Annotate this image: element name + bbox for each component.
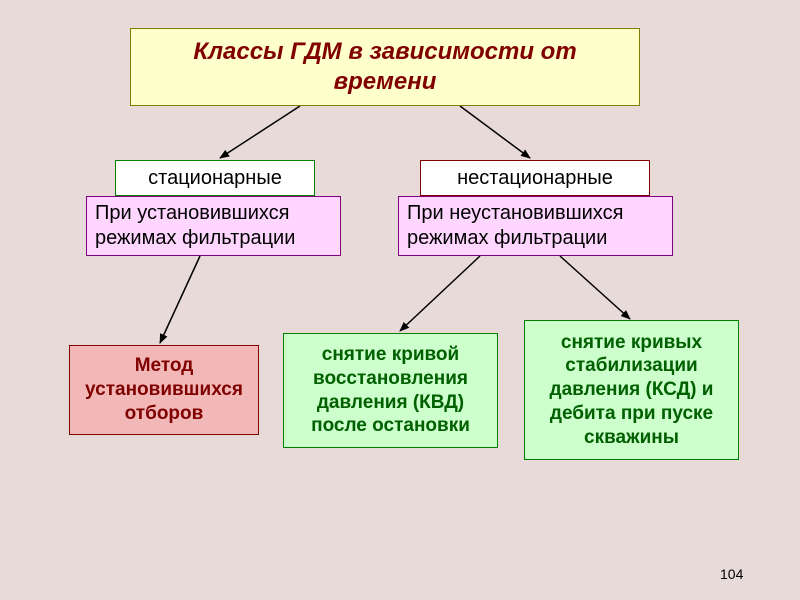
edge-3 [400,256,480,331]
node-steady_method: Метод установившихся отборов [69,345,259,435]
edge-2 [160,256,200,343]
edge-1 [460,106,530,158]
page-number: 104 [720,566,743,582]
node-unsteady_filtration: При неустановившихся режимах фильтрации [398,196,673,256]
edge-0 [220,106,300,158]
node-ksd: снятие кривых стабилизации давления (КСД… [524,320,739,460]
node-title: Классы ГДМ в зависимости от времени [130,28,640,106]
node-nonstationary: нестационарные [420,160,650,196]
edge-4 [560,256,630,319]
node-steady_filtration: При установившихся режимах фильтрации [86,196,341,256]
node-stationary: стационарные [115,160,315,196]
node-kvd: снятие кривой восстановления давления (К… [283,333,498,448]
